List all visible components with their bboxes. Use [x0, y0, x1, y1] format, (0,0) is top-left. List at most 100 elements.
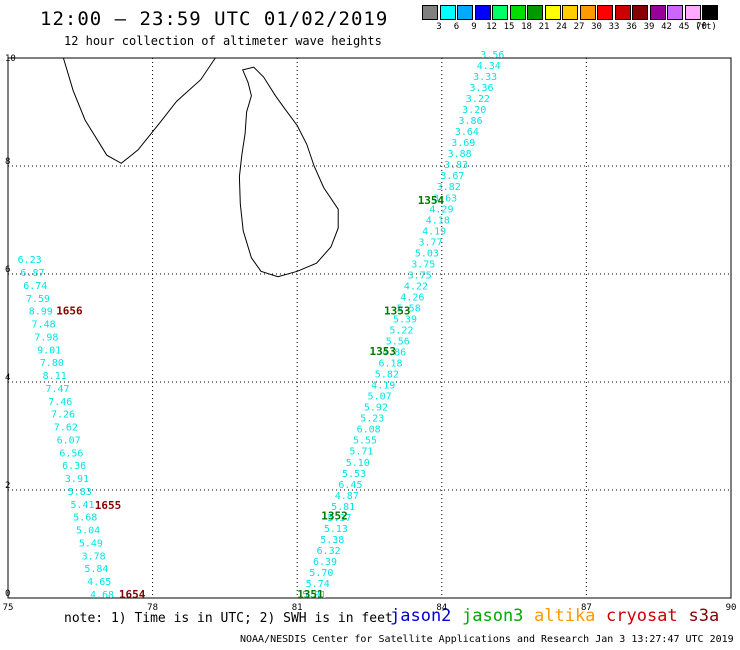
swh-value-label: 8.99: [29, 307, 53, 318]
swh-value-label: 7.59: [26, 294, 50, 305]
swh-value-label: 3.56: [480, 50, 504, 61]
swh-value-label: 4.68: [90, 590, 114, 601]
swh-value-label: 4.65: [87, 577, 111, 588]
swh-value-label: 5.39: [393, 314, 417, 325]
lon-tick-label: 87: [581, 603, 592, 613]
swh-value-label: 3.64: [455, 127, 479, 138]
legend-swatch: [544, 5, 561, 20]
swh-value-label: 6.87: [20, 268, 44, 279]
legend-label: 33: [608, 22, 620, 32]
india-coastline: [62, 57, 216, 164]
legend-swatch: [527, 5, 543, 20]
swh-value-label: 6.56: [59, 448, 83, 459]
swh-value-label: 7.98: [34, 332, 58, 343]
swh-value-label: 5.53: [342, 469, 366, 480]
pass-time-label: 1351: [297, 588, 324, 601]
swh-value-label: 5.68: [73, 513, 97, 524]
legend-swatch: [509, 5, 526, 20]
swh-value-label: 3.75: [408, 270, 432, 281]
swh-value-label: 5.07: [368, 392, 392, 403]
swh-value-label: 3.78: [82, 551, 106, 562]
swh-value-label: 5.84: [84, 564, 108, 575]
lon-tick-label: 81: [292, 603, 303, 613]
legend-swatch: [474, 5, 491, 20]
legend-label: 3: [436, 22, 442, 32]
legend-swatch: [649, 5, 666, 20]
swh-value-label: 3.88: [448, 149, 472, 160]
legend-label: 27: [573, 22, 585, 32]
swh-value-label: 3.22: [466, 94, 490, 105]
legend-label: 21: [538, 22, 550, 32]
pass-time-label: 1352: [321, 510, 348, 523]
swh-value-label: 6.45: [338, 480, 362, 491]
swh-value-label: 8.11: [43, 371, 67, 382]
satellite-name: jason3: [462, 606, 524, 626]
lat-tick-label: 6: [5, 265, 10, 275]
swh-value-label: 5.55: [353, 436, 377, 447]
map-frame: [7, 57, 732, 599]
page-subtitle: 12 hour collection of altimeter wave hei…: [64, 34, 382, 48]
legend-swatch: [439, 5, 456, 20]
swh-value-label: 3.69: [451, 138, 475, 149]
swh-value-label: 5.70: [309, 568, 333, 579]
lon-tick-label: 78: [147, 603, 158, 613]
lon-tick-label: 90: [726, 603, 737, 613]
swh-value-label: 6.18: [378, 359, 402, 370]
swh-value-label: 3.36: [469, 83, 493, 94]
legend-label: 12: [486, 22, 497, 32]
swh-value-label: 4.86: [382, 348, 406, 359]
swh-value-label: 5.74: [306, 579, 330, 590]
swh-value-label: 3.75: [411, 259, 435, 270]
swh-value-label: 7.47: [45, 384, 69, 395]
pass-time-label: 1353: [384, 305, 411, 318]
swh-value-label: 5.03: [415, 248, 439, 259]
swh-value-label: 5.83: [68, 487, 92, 498]
swh-value-label: 4.19: [422, 226, 446, 237]
legend-label: 45: [678, 22, 690, 32]
pass-time-label: 1353: [370, 345, 397, 358]
legend-swatch: [579, 5, 596, 20]
swh-value-label: 5.58: [397, 303, 421, 314]
legend-label: 15: [503, 22, 515, 32]
swh-value-label: 7.26: [51, 410, 75, 421]
legend-swatch: [597, 5, 613, 20]
legend-swatch: [492, 5, 508, 20]
swh-value-label: 5.01: [302, 590, 326, 601]
swh-value-label: 5.71: [349, 447, 373, 458]
legend-swatch: [422, 5, 438, 20]
legend-swatch: [562, 5, 578, 20]
footnote: note: 1) Time is in UTC; 2) SWH is in fe…: [64, 611, 393, 626]
swh-value-label: 6.39: [313, 557, 337, 568]
swh-value-label: 7.48: [32, 320, 56, 331]
swh-value-label: 3.86: [459, 116, 483, 127]
swh-value-label: 4.26: [400, 292, 424, 303]
lat-tick-label: 0: [5, 589, 10, 599]
credit-line: NOAA/NESDIS Center for Satellite Applica…: [240, 634, 734, 645]
lat-tick-label: 10: [5, 54, 16, 64]
swh-value-label: 5.92: [364, 403, 388, 414]
swh-value-label: 6.36: [62, 461, 86, 472]
swh-value-label: 4.34: [477, 61, 501, 72]
legend-label: 42: [661, 22, 672, 32]
lat-tick-label: 2: [5, 481, 10, 491]
swh-value-label: 3.82: [437, 182, 461, 193]
swh-value-label: 5.38: [320, 535, 344, 546]
legend-label: 9: [471, 22, 477, 32]
swh-value-label: 5.49: [79, 538, 103, 549]
swh-value-label: 4.19: [371, 381, 395, 392]
swh-value-label: 3.77: [418, 237, 442, 248]
swh-value-label: 3.20: [462, 105, 486, 116]
legend-swatch: [702, 5, 718, 20]
swh-value-label: 3.83: [444, 160, 468, 171]
swh-value-label: 7.46: [48, 397, 72, 408]
legend-label: 36: [626, 22, 637, 32]
swh-value-label: 4.22: [404, 281, 428, 292]
satellite-name: altika: [534, 606, 596, 626]
lat-tick-label: 4: [5, 373, 10, 383]
lon-tick-label: 75: [3, 603, 14, 613]
swh-value-label: 4.18: [426, 215, 450, 226]
swh-value-label: 6.32: [317, 546, 341, 557]
swh-value-label: 6.08: [357, 425, 381, 436]
legend-swatch: [632, 5, 648, 20]
